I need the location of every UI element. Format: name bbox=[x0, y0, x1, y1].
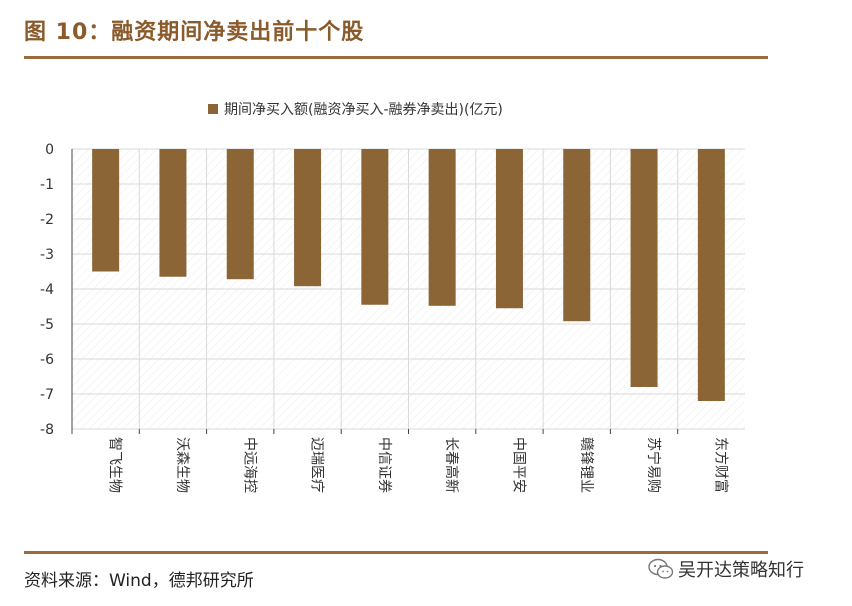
bars bbox=[92, 149, 725, 401]
y-tick-label: -8 bbox=[40, 422, 54, 438]
source-note: 资料来源：Wind，德邦研究所 bbox=[24, 571, 254, 591]
x-tick-label: 中远海控 bbox=[241, 437, 257, 493]
x-tick-label: 中国平安 bbox=[510, 437, 526, 493]
bar-chart: 0 -1 -2 -3 -4 -5 -6 -7 -8 智飞生物 沃森生物 中远海控 迈瑞医疗 中信证券 长春… bbox=[40, 102, 745, 493]
bar bbox=[159, 149, 187, 277]
legend-label: 期间净买入额(融资净买入-融券净卖出)(亿元) bbox=[224, 102, 503, 118]
x-tick-label: 智飞生物 bbox=[107, 437, 123, 493]
bar bbox=[697, 149, 725, 401]
wechat-icon bbox=[648, 558, 674, 579]
legend: 期间净买入额(融资净买入-融券净卖出)(亿元) bbox=[208, 102, 503, 118]
bar bbox=[92, 149, 120, 272]
y-axis-ticks: 0 -1 -2 -3 -4 -5 -6 -7 -8 bbox=[40, 142, 54, 438]
x-tick-label: 迈瑞医疗 bbox=[309, 437, 325, 493]
watermark: 吴开达策略知行 bbox=[648, 556, 804, 582]
x-tick-label: 苏宁易购 bbox=[645, 437, 662, 493]
x-tick-label: 中信证券 bbox=[376, 437, 392, 493]
bar bbox=[361, 149, 389, 305]
x-axis-ticks: 智飞生物 沃森生物 中远海控 迈瑞医疗 中信证券 长春高新 中国平安 赣锋锂业 苏宁易购 东方财富 bbox=[71, 429, 729, 493]
y-tick-label: -6 bbox=[40, 352, 54, 368]
x-tick-label: 沃森生物 bbox=[174, 437, 190, 493]
y-tick-label: -2 bbox=[40, 212, 54, 228]
y-tick-label: -1 bbox=[40, 177, 54, 193]
x-tick-label: 东方财富 bbox=[712, 437, 729, 493]
x-tick-label: 赣锋锂业 bbox=[578, 437, 594, 493]
footer-divider bbox=[24, 551, 768, 554]
y-tick-label: -3 bbox=[40, 247, 54, 263]
watermark-text: 吴开达策略知行 bbox=[678, 560, 804, 581]
y-tick-label: -7 bbox=[40, 387, 54, 403]
bar bbox=[563, 149, 591, 322]
y-tick-label: 0 bbox=[45, 142, 54, 158]
legend-swatch bbox=[208, 104, 218, 114]
bar bbox=[428, 149, 456, 306]
y-tick-label: -5 bbox=[40, 317, 54, 333]
title-divider bbox=[24, 56, 768, 59]
bar bbox=[226, 149, 254, 280]
y-tick-label: -4 bbox=[40, 282, 54, 298]
bar bbox=[630, 149, 658, 387]
bar bbox=[294, 149, 322, 287]
x-tick-label: 长春高新 bbox=[443, 437, 460, 493]
bar bbox=[495, 149, 523, 309]
figure-title: 图 10：融资期间净卖出前十个股 bbox=[24, 20, 365, 45]
